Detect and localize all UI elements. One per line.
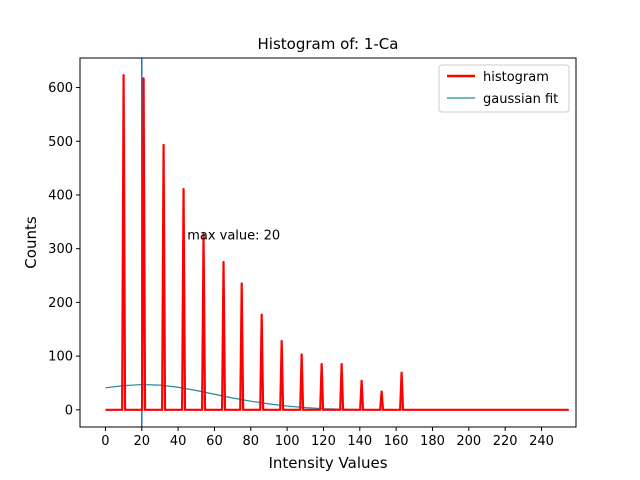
x-tick-label: 120 bbox=[311, 434, 336, 449]
x-tick-label: 200 bbox=[456, 434, 481, 449]
legend: histogram gaussian fit bbox=[438, 64, 570, 113]
x-tick-label: 140 bbox=[347, 434, 372, 449]
y-tick-label: 400 bbox=[48, 188, 73, 203]
chart-title: Histogram of: 1-Ca bbox=[258, 35, 399, 53]
y-tick-label: 100 bbox=[48, 350, 73, 365]
histogram-peak-point bbox=[380, 390, 383, 393]
histogram-peak-point bbox=[360, 379, 363, 382]
histogram-peak-point bbox=[182, 188, 185, 191]
histogram-peak-point bbox=[320, 363, 323, 366]
histogram-peak-point bbox=[260, 313, 263, 316]
axis-ticks: 0 20 40 60 80 100 120 140 160 180 200 220 240 0 100 200… bbox=[48, 81, 554, 449]
y-tick-label: 0 bbox=[65, 403, 73, 418]
x-tick-label: 100 bbox=[275, 434, 300, 449]
x-axis-label: Intensity Values bbox=[268, 454, 387, 472]
y-tick-label: 600 bbox=[48, 81, 73, 96]
histogram-peak-point bbox=[202, 233, 205, 236]
axes-frame bbox=[79, 57, 577, 428]
histogram-peak-point bbox=[400, 371, 403, 374]
x-tick-label: 0 bbox=[101, 434, 109, 449]
x-tick-label: 180 bbox=[420, 434, 445, 449]
y-tick-label: 300 bbox=[48, 242, 73, 257]
histogram-peak-point bbox=[142, 77, 145, 80]
max-value-annotation: max value: 20 bbox=[187, 228, 280, 243]
histogram-peak-point bbox=[280, 340, 283, 343]
histogram-peak-point bbox=[240, 282, 243, 285]
plot-clip-group bbox=[105, 58, 569, 427]
histogram-peak-point bbox=[222, 261, 225, 264]
histogram-peak-point bbox=[300, 353, 303, 356]
histogram-peak-point bbox=[122, 74, 125, 77]
legend-label-histogram: histogram bbox=[483, 70, 549, 85]
plot-area bbox=[105, 58, 569, 427]
x-tick-label: 60 bbox=[206, 434, 223, 449]
histogram-peak-point bbox=[340, 363, 343, 366]
x-tick-label: 240 bbox=[529, 434, 554, 449]
y-tick-label: 500 bbox=[48, 135, 73, 150]
y-axis-label: Counts bbox=[22, 216, 40, 269]
x-tick-label: 40 bbox=[170, 434, 187, 449]
x-tick-label: 80 bbox=[243, 434, 260, 449]
x-tick-label: 20 bbox=[133, 434, 150, 449]
x-tick-label: 160 bbox=[384, 434, 409, 449]
histogram-peak-point bbox=[162, 144, 165, 147]
legend-label-gaussian-fit: gaussian fit bbox=[483, 92, 558, 107]
x-tick-label: 220 bbox=[493, 434, 518, 449]
y-tick-label: 200 bbox=[48, 296, 73, 311]
